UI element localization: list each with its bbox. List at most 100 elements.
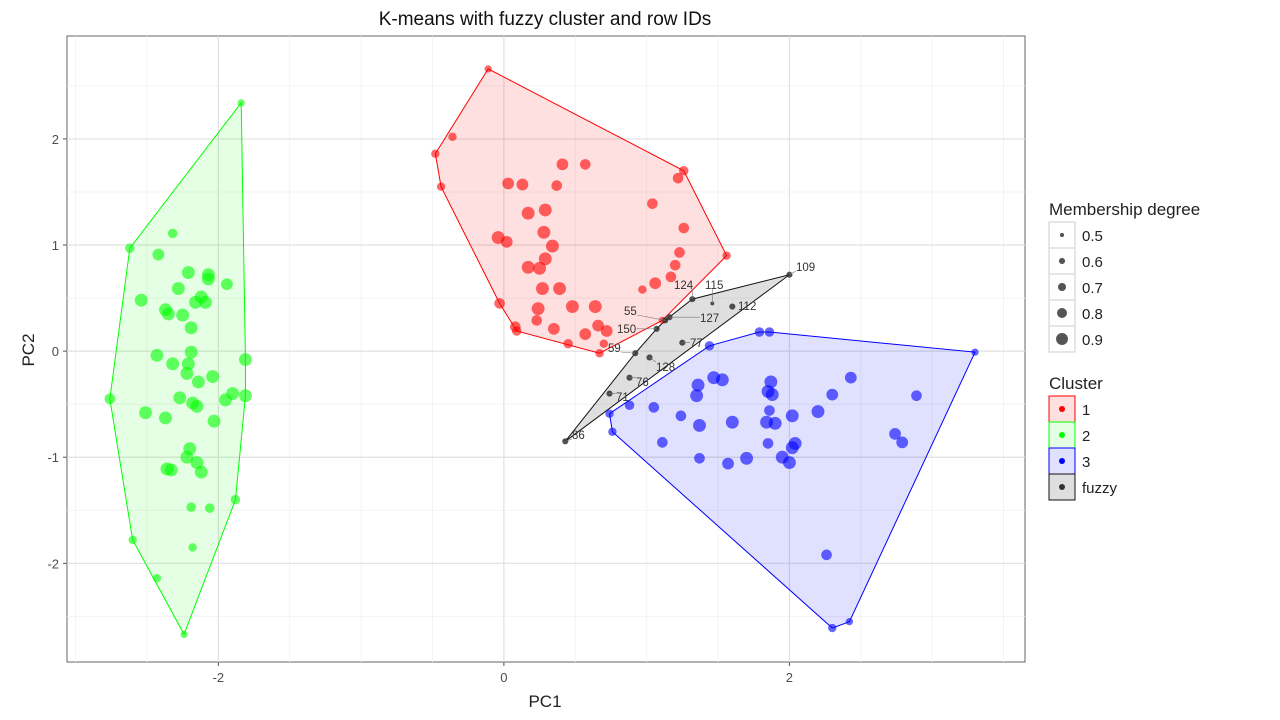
color-legend-dot — [1059, 484, 1065, 490]
point-cluster-3 — [785, 441, 799, 455]
row-id-label: 124 — [674, 280, 694, 292]
point-cluster-2 — [171, 282, 185, 295]
point-cluster-1 — [538, 203, 552, 217]
point-cluster-2 — [239, 353, 252, 367]
y-tick-label: 0 — [52, 344, 59, 359]
point-cluster-2 — [188, 543, 197, 552]
color-legend-label: 2 — [1082, 428, 1090, 445]
point-cluster-1 — [678, 222, 690, 234]
point-cluster-1 — [547, 322, 560, 335]
point-cluster-1 — [579, 159, 591, 170]
point-cluster-2 — [239, 389, 252, 403]
point-cluster-1 — [665, 271, 677, 283]
y-axis-label: PC2 — [19, 333, 38, 366]
point-cluster-1 — [494, 298, 505, 309]
point-cluster-2 — [205, 503, 215, 513]
point-cluster-3 — [608, 427, 617, 436]
size-legend-label: 0.9 — [1082, 332, 1103, 349]
point-cluster-2 — [152, 573, 162, 583]
point-cluster-3 — [762, 438, 774, 449]
point-cluster-1 — [500, 235, 513, 248]
color-legend-label: fuzzy — [1082, 480, 1118, 497]
point-cluster-2 — [189, 295, 202, 309]
point-cluster-3 — [694, 452, 705, 464]
point-cluster-1 — [592, 319, 604, 332]
point-cluster-2 — [207, 414, 221, 428]
label-leader-line — [636, 314, 666, 321]
point-cluster-fuzzy — [729, 303, 736, 310]
point-cluster-1 — [579, 328, 592, 341]
grid — [67, 36, 1025, 662]
point-cluster-1 — [649, 277, 662, 290]
size-legend-dot — [1057, 308, 1067, 318]
color-legend-label: 3 — [1082, 454, 1090, 471]
point-cluster-2 — [134, 293, 148, 307]
point-cluster-2 — [180, 366, 194, 380]
size-legend-dot — [1059, 232, 1065, 238]
point-cluster-1 — [595, 349, 604, 358]
point-cluster-1 — [537, 225, 551, 239]
size-legend-label: 0.5 — [1082, 228, 1103, 245]
point-cluster-3 — [722, 457, 734, 470]
point-cluster-2 — [181, 266, 195, 280]
point-cluster-1 — [563, 338, 573, 349]
point-cluster-2 — [166, 357, 180, 371]
point-cluster-1 — [521, 260, 535, 274]
point-cluster-3 — [764, 405, 775, 416]
point-cluster-1 — [516, 178, 529, 191]
size-legend-label: 0.6 — [1082, 254, 1103, 271]
point-cluster-2 — [159, 411, 172, 425]
point-cluster-1 — [588, 300, 602, 313]
point-cluster-2 — [152, 248, 165, 261]
point-cluster-1 — [531, 302, 545, 316]
point-cluster-1 — [647, 198, 658, 209]
point-cluster-1 — [669, 259, 681, 271]
chart-title: K-means with fuzzy cluster and row IDs — [379, 9, 712, 30]
color-legend-dot — [1059, 406, 1065, 412]
point-cluster-2 — [180, 450, 194, 464]
point-cluster-3 — [715, 373, 729, 387]
point-cluster-3 — [826, 388, 839, 401]
point-cluster-3 — [693, 418, 706, 432]
row-id-labels: 109 124 115 112 127 55 150 59 128 77 76 71 86 — [565, 262, 815, 442]
point-cluster-2 — [194, 465, 208, 479]
row-id-label: 86 — [572, 430, 585, 442]
size-legend-label: 0.8 — [1082, 306, 1103, 323]
point-cluster-2 — [180, 630, 188, 639]
point-cluster-3 — [896, 436, 909, 449]
point-cluster-3 — [971, 348, 979, 356]
point-cluster-3 — [845, 618, 854, 626]
point-cluster-1 — [535, 282, 549, 295]
size-legend-label: 0.7 — [1082, 280, 1103, 297]
size-legend-title: Membership degree — [1049, 200, 1200, 219]
row-id-label: 150 — [617, 324, 636, 336]
plot-panel — [66, 35, 1026, 663]
row-id-label: 127 — [700, 313, 719, 325]
point-cluster-3 — [605, 409, 614, 418]
point-cluster-1 — [521, 206, 535, 220]
point-cluster-1 — [565, 300, 579, 313]
y-tick-label: -2 — [47, 556, 59, 571]
point-cluster-1 — [551, 180, 563, 191]
point-cluster-2 — [104, 393, 116, 405]
label-leader-line — [565, 438, 573, 442]
legend: Membership degree 0.5 0.6 0.7 0.8 0.9 Cluste… — [1048, 200, 1200, 501]
point-cluster-2 — [128, 535, 137, 545]
row-id-label: 112 — [738, 301, 756, 313]
color-legend-label: 1 — [1082, 402, 1090, 419]
point-cluster-3 — [765, 388, 779, 402]
point-cluster-3 — [782, 456, 796, 469]
point-cluster-2 — [191, 375, 205, 389]
point-cluster-1 — [545, 239, 559, 253]
point-cluster-2 — [184, 345, 198, 359]
label-leader-line — [789, 270, 797, 275]
size-legend-dot — [1058, 257, 1066, 265]
point-cluster-1 — [538, 252, 552, 266]
point-cluster-3 — [690, 389, 704, 403]
point-cluster-3 — [624, 400, 635, 410]
point-cluster-3 — [811, 405, 825, 419]
point-cluster-1 — [448, 132, 457, 141]
color-legend-title: Cluster — [1049, 374, 1103, 393]
point-cluster-2 — [230, 494, 241, 505]
point-cluster-3 — [889, 428, 901, 440]
